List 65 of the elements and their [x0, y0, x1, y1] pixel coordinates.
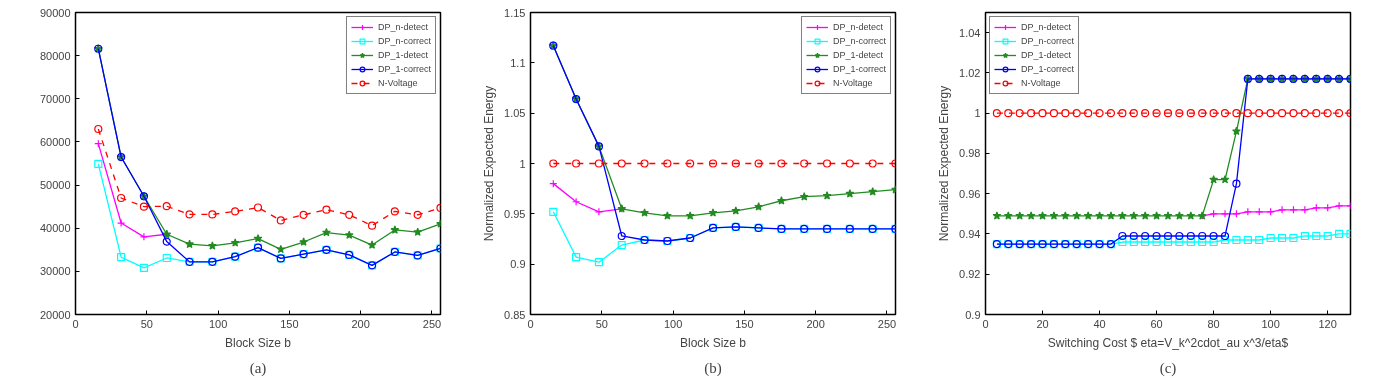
y-tick-label: 0.95: [504, 207, 526, 220]
x-tick-label: 100: [1261, 317, 1280, 330]
y-tick-label: 0.9: [510, 258, 526, 271]
text: (b): [704, 359, 722, 377]
x-axis-title: Block Size b: [679, 335, 747, 350]
legend-label: DP_n-correct: [832, 35, 886, 47]
legend-label: DP_1-correct: [1021, 63, 1075, 75]
x-tick-label: 0: [72, 317, 79, 330]
x-tick-label: 80: [1207, 317, 1220, 330]
x-tick-label: 150: [280, 317, 299, 330]
x-tick-label: 250: [422, 317, 442, 330]
x-tick-label: 250: [877, 317, 897, 330]
legend-label: DP_1-correct: [832, 63, 886, 75]
x-tick-label: 40: [1093, 317, 1106, 330]
legend-label: DP_1-correct: [377, 63, 431, 75]
y-axis-title: Normalized Expected Energy: [937, 85, 952, 242]
legend-label: N-Voltage: [377, 77, 418, 89]
y-tick-label: 80000: [39, 49, 71, 62]
x-axis-title: Block Size b: [224, 335, 292, 350]
legend-label: DP_n-detect: [377, 21, 429, 33]
y-tick-label: 60000: [39, 135, 71, 148]
x-tick-label: 0: [527, 317, 534, 330]
legend-label: DP_1-detect: [1021, 49, 1072, 61]
y-tick-label: 1.02: [959, 66, 981, 79]
y-axis-title: Normalized Expected Energy: [482, 85, 497, 242]
x-tick-label: 100: [208, 317, 228, 330]
y-tick-label: 40000: [39, 222, 71, 235]
text: (a): [249, 359, 267, 377]
legend-label: N-Voltage: [832, 77, 873, 89]
x-tick-label: 150: [735, 317, 754, 330]
y-tick-label: 90000: [39, 6, 71, 19]
x-tick-label: 50: [140, 317, 153, 330]
y-tick-label: 1: [974, 107, 981, 120]
x-tick-label: 200: [806, 317, 825, 330]
text: (c): [1159, 359, 1177, 377]
y-tick-label: 0.85: [504, 308, 526, 321]
legend-label: DP_1-detect: [377, 49, 429, 61]
y-tick-label: 1.05: [504, 107, 526, 120]
y-tick-label: 20000: [39, 308, 71, 321]
y-tick-label: 0.9: [965, 308, 981, 321]
y-tick-label: 70000: [39, 92, 71, 105]
y-tick-label: 0.96: [959, 187, 981, 200]
y-tick-label: 0.98: [959, 147, 981, 160]
legend-label: DP_n-detect: [832, 21, 884, 33]
legend-label: DP_n-detect: [1021, 21, 1072, 33]
legend-label: DP_n-correct: [1021, 35, 1075, 47]
y-tick-label: 50000: [39, 179, 71, 192]
x-tick-label: 20: [1036, 317, 1049, 330]
x-tick-label: 200: [351, 317, 370, 330]
x-tick-label: 60: [1150, 317, 1163, 330]
y-tick-label: 1.04: [959, 26, 981, 39]
y-tick-label: 0.92: [959, 268, 981, 281]
x-tick-label: 100: [663, 317, 683, 330]
x-tick-label: 120: [1318, 317, 1337, 330]
legend-label: N-Voltage: [1021, 77, 1061, 89]
y-tick-label: 0.94: [959, 227, 981, 240]
x-axis-title: Switching Cost $ eta=V_k^2cdot_au x^3/eta$: [1047, 335, 1289, 350]
y-tick-label: 1.1: [510, 56, 526, 69]
x-tick-label: 50: [595, 317, 608, 330]
y-tick-label: 1: [519, 157, 526, 170]
legend-label: DP_1-detect: [832, 49, 884, 61]
legend-label: DP_n-correct: [377, 35, 431, 47]
x-tick-label: 0: [982, 317, 989, 330]
y-tick-label: 1.15: [504, 6, 526, 19]
y-tick-label: 30000: [39, 265, 71, 278]
